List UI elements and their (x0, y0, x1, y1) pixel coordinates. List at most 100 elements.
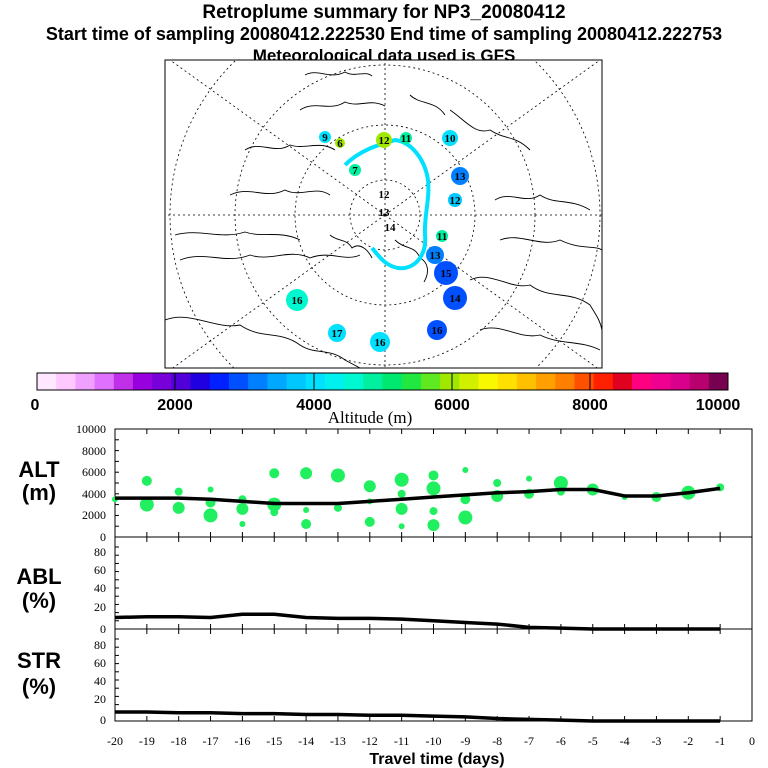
colorbar-swatch (593, 373, 614, 390)
alt-ytick: 2000 (82, 508, 106, 522)
str-yticks: 80 60 40 20 0 (94, 638, 106, 727)
map-marker-label: 13 (379, 207, 391, 219)
abl-unit: (%) (22, 588, 56, 613)
alt-point (207, 486, 214, 493)
map-marker-label: 15 (441, 268, 453, 280)
alt-point (270, 508, 279, 517)
alt-point (427, 519, 440, 532)
series-lines (114, 486, 721, 723)
alt-point (395, 502, 408, 515)
colorbar-swatch (401, 373, 422, 390)
x-tick-label: -16 (234, 734, 250, 748)
alt-point (428, 470, 439, 481)
colorbar-swatch (689, 373, 710, 390)
alt-ytick: 8000 (82, 444, 106, 458)
str-unit: (%) (22, 674, 56, 699)
map-marker (400, 132, 412, 144)
map-marker (319, 131, 331, 143)
abl-line (114, 612, 721, 631)
x-tick-label: -7 (524, 734, 534, 748)
x-tick-label: -17 (203, 734, 219, 748)
x-tick-label: -20 (107, 734, 123, 748)
str-ytick: 40 (94, 674, 106, 688)
colorbar-swatch (286, 373, 307, 390)
colorbar-swatch (555, 373, 575, 390)
colorbar-swatch (382, 373, 403, 390)
x-tick-label: -11 (394, 734, 410, 748)
alt-line (115, 486, 721, 506)
map-marker (286, 289, 308, 311)
colorbar-swatch (75, 373, 96, 390)
alt-ytick: 4000 (82, 487, 106, 501)
str-ytick: 80 (94, 638, 106, 652)
x-axis-label: Travel time (days) (369, 751, 504, 768)
map-marker (436, 230, 448, 242)
map-marker (434, 261, 458, 285)
trajectory-markers: 16 17 16 14 15 13 16 12 13 14 10 13 12 11 9 7 11 12 6 (286, 130, 469, 352)
colorbar-swatch (171, 373, 192, 390)
abl-ytick: 80 (94, 545, 106, 559)
chart-title: Retroplume summary for NP3_20080412 (202, 2, 566, 23)
altitude-colorbar: 0 2000 4000 6000 8000 10000 Altitude (m) (31, 372, 741, 427)
map-marker-label: 13 (455, 171, 467, 183)
str-ytick: 60 (94, 656, 106, 670)
alt-point (330, 468, 345, 483)
x-tick-label: -12 (362, 734, 378, 748)
map-marker-label: 16 (375, 337, 387, 349)
abl-ytick: 60 (94, 563, 106, 577)
cb-tick-3: 6000 (434, 397, 470, 414)
cb-tick-2: 4000 (296, 397, 332, 414)
colorbar-swatch (516, 373, 537, 390)
colorbar-swatch (440, 373, 460, 390)
alt-point (300, 467, 313, 480)
alt-point (394, 472, 409, 487)
x-tick-label: -8 (492, 734, 502, 748)
x-tick-label: -15 (266, 734, 282, 748)
polar-map: 16 17 16 14 15 13 16 12 13 14 10 13 12 11 9 7 11 12 6 (164, 59, 603, 369)
colorbar-label: Altitude (m) (328, 408, 413, 427)
alt-label: ALT (18, 457, 60, 482)
alt-point (139, 497, 154, 512)
alt-point (174, 487, 183, 496)
abl-ytick: 20 (94, 600, 106, 614)
x-tick-label: -5 (588, 734, 598, 748)
map-marker-label: 13 (430, 250, 442, 262)
colorbar-swatch (344, 373, 364, 390)
x-tick-label: -19 (139, 734, 155, 748)
map-marker (376, 132, 392, 148)
alt-point (301, 519, 312, 530)
x-tick-label: -14 (298, 734, 314, 748)
colorbar-swatch (478, 373, 499, 390)
abl-label: ABL (16, 564, 61, 589)
alt-point (493, 479, 502, 487)
alt-point (236, 502, 249, 515)
x-tick-labels: -20 -19 -18 -17 -16 -15 -14 -13 -12 -11 -10 -9 -8 -7-… (107, 734, 755, 748)
colorbar-swatch (113, 373, 134, 390)
map-graticule (165, 60, 602, 368)
colorbar-swatch (94, 373, 115, 390)
alt-point (333, 503, 342, 512)
colorbar-swatch (152, 373, 172, 390)
map-marker (443, 286, 467, 310)
colorbar-swatch (248, 373, 268, 390)
colorbar-swatch (305, 373, 326, 390)
x-tick-label: -13 (330, 734, 346, 748)
alt-point (303, 507, 310, 513)
x-tick-label: -10 (426, 734, 442, 748)
cb-tick-0: 0 (31, 397, 40, 414)
x-tick-label: -6 (556, 734, 566, 748)
str-label: STR (17, 648, 61, 673)
alt-point (364, 516, 375, 527)
alt-point (172, 501, 185, 514)
alt-point (398, 523, 405, 530)
colorbar-swatch (228, 373, 249, 390)
x-tick-label: -2 (683, 734, 693, 748)
colorbar-swatch (132, 373, 153, 390)
x-tick-label: 0 (749, 734, 755, 748)
map-marker (328, 324, 346, 342)
abl-yticks: 80 60 40 20 0 (94, 545, 106, 636)
alt-point (429, 507, 438, 516)
cb-tick-4: 8000 (572, 397, 608, 414)
cb-tick-5: 10000 (696, 397, 741, 414)
